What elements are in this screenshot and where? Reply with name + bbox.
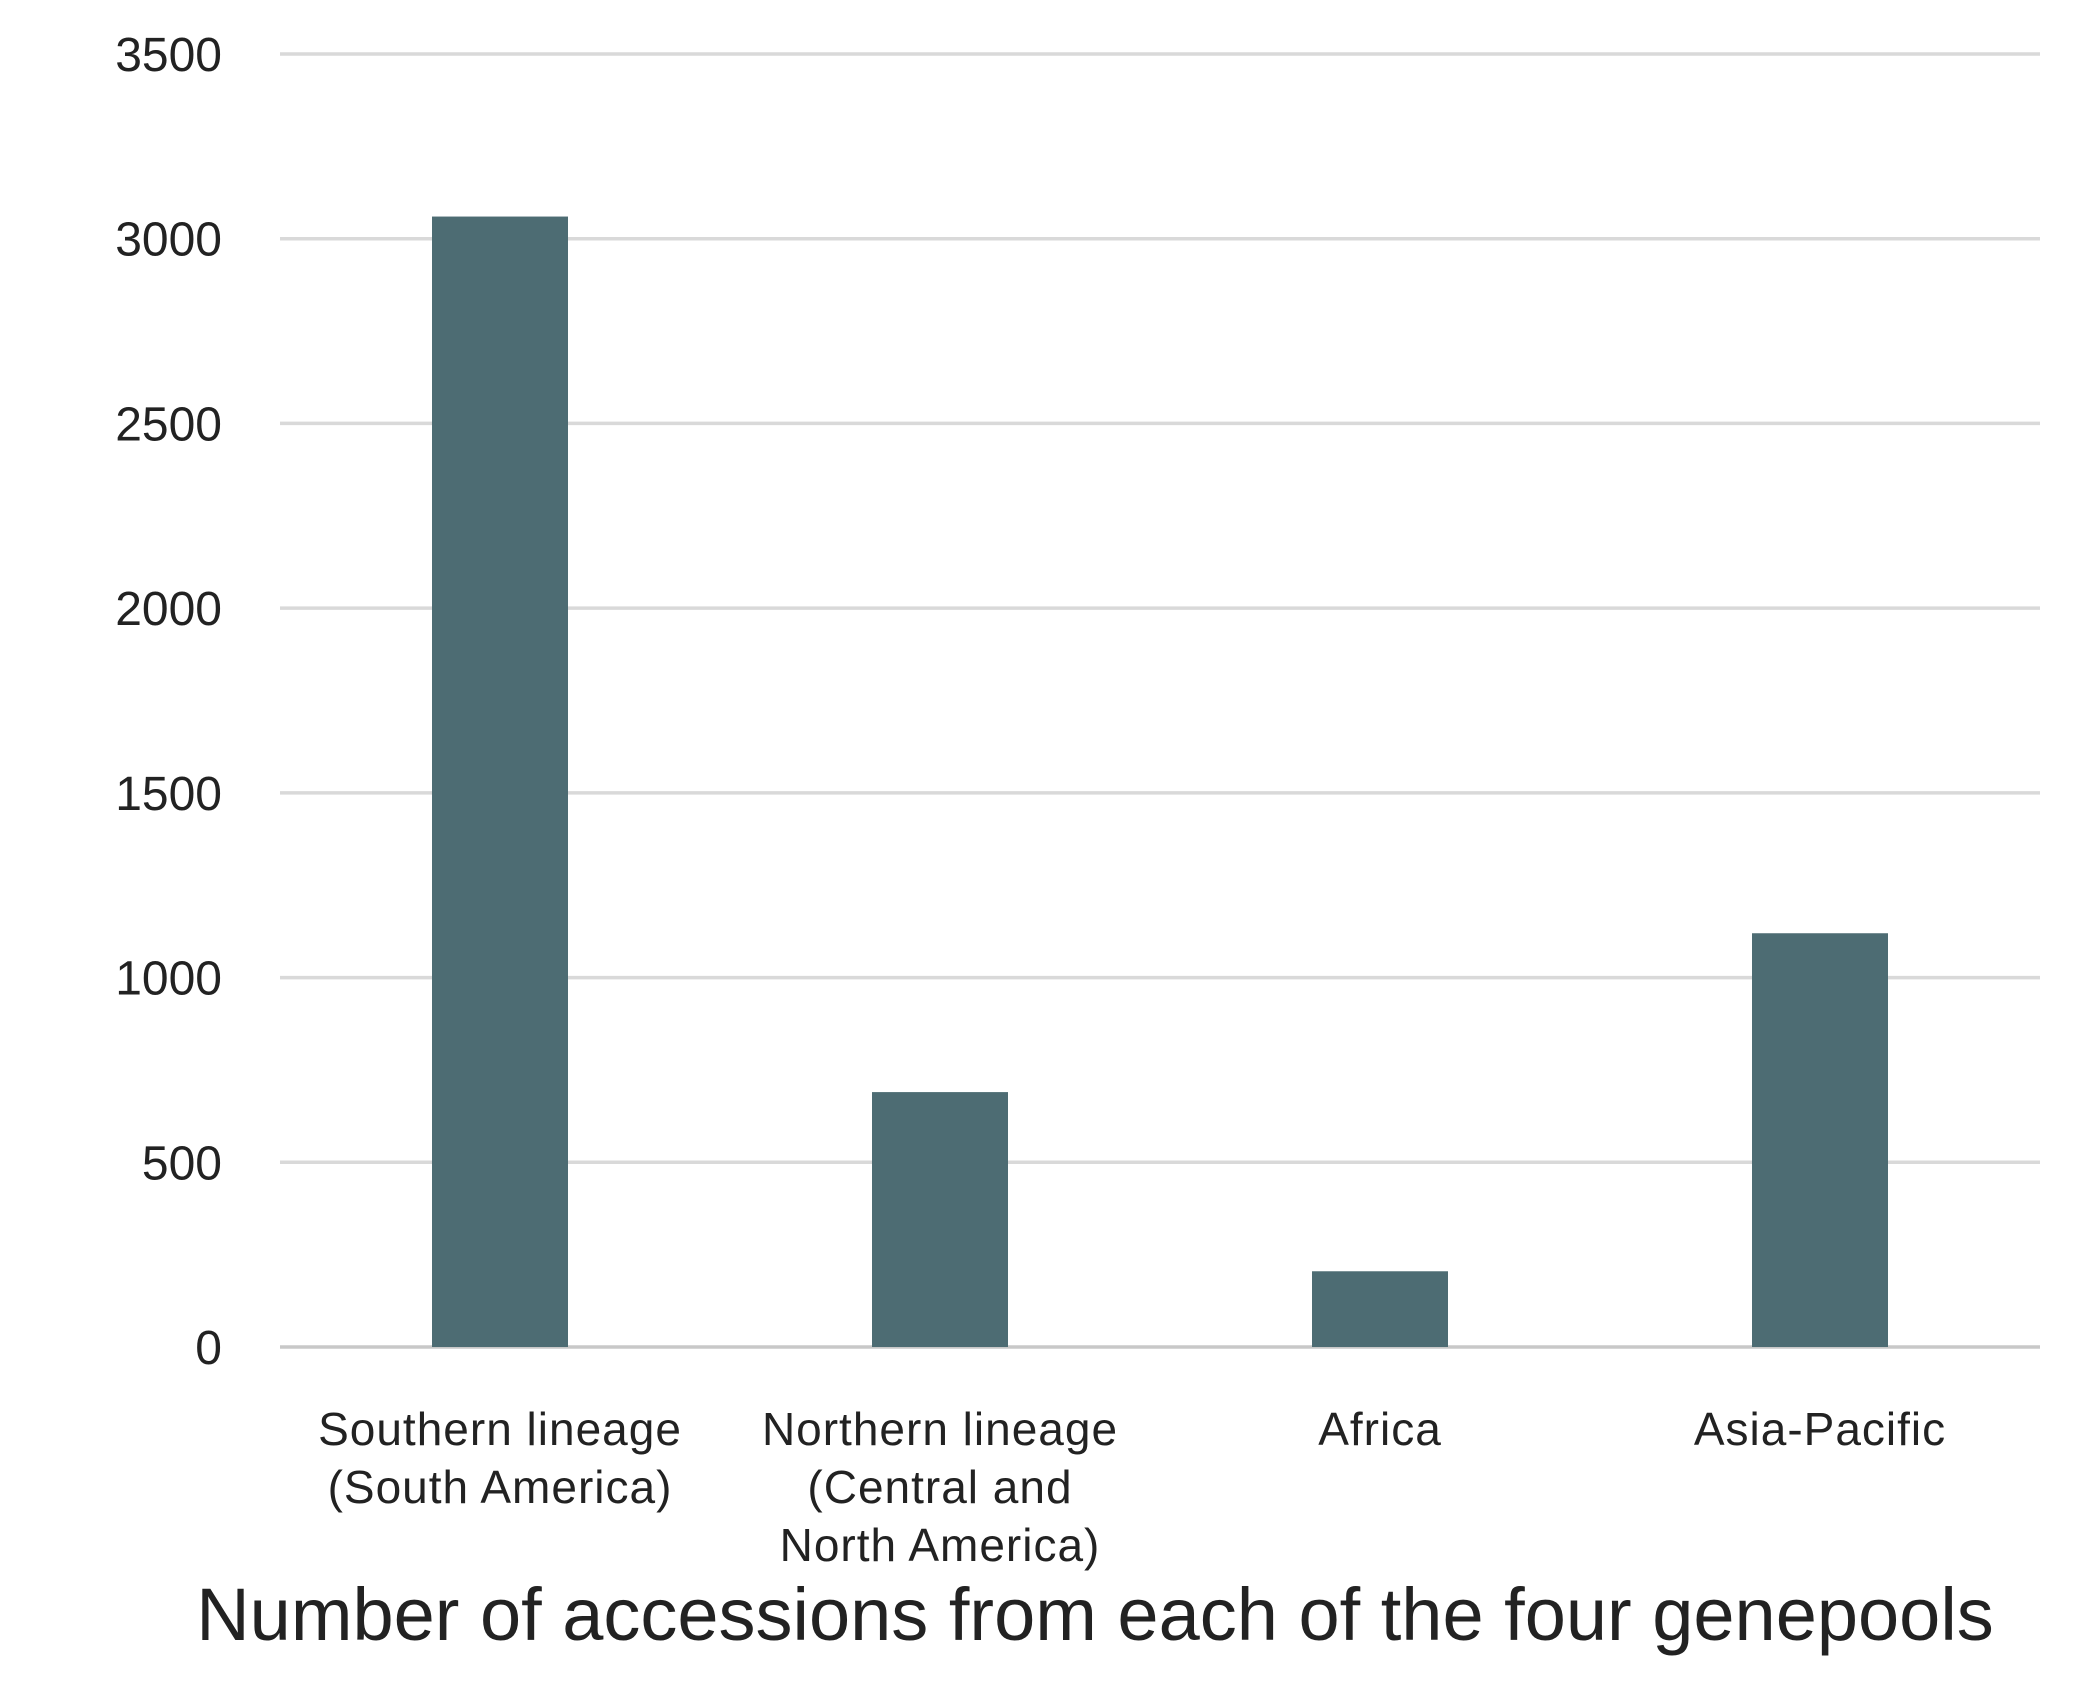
x-tick-label-line: North America) [780, 1519, 1101, 1571]
bars [432, 216, 1888, 1347]
y-tick-label: 2000 [115, 583, 222, 636]
x-tick-label-line: Southern lineage [318, 1403, 682, 1455]
bar [1752, 933, 1888, 1347]
y-tick-label: 1500 [115, 768, 222, 821]
x-tick-label: Southern lineage (South America) [318, 1403, 682, 1513]
x-tick-label-line: Asia-Pacific [1694, 1403, 1946, 1455]
bar [872, 1092, 1008, 1347]
x-tick-label: Northern lineage (Central and North Americ… [762, 1403, 1118, 1571]
y-tick-label: 500 [142, 1137, 222, 1190]
y-tick-label: 0 [195, 1322, 222, 1375]
bar [1312, 1271, 1448, 1347]
gridlines [280, 52, 2040, 1349]
y-tick-label: 2500 [115, 398, 222, 451]
x-tick-label: Asia-Pacific [1694, 1403, 1946, 1455]
chart-caption: Number of accessions from each of the fo… [196, 1573, 1994, 1656]
y-tick-label: 3000 [115, 214, 222, 267]
x-tick-label-line: (Central and [807, 1461, 1072, 1513]
x-tick-label-line: Northern lineage [762, 1403, 1118, 1455]
x-tick-label-line: (South America) [328, 1461, 673, 1513]
y-axis-ticks: 0 500 1000 1500 2000 2500 3000 3500 [115, 29, 222, 1375]
x-tick-label-line: Africa [1318, 1403, 1442, 1455]
x-axis-ticks: Southern lineage (South America) Northern … [318, 1403, 1946, 1571]
bar [432, 216, 568, 1347]
y-tick-label: 3500 [115, 29, 222, 82]
x-tick-label: Africa [1318, 1403, 1442, 1455]
y-tick-label: 1000 [115, 953, 222, 1006]
